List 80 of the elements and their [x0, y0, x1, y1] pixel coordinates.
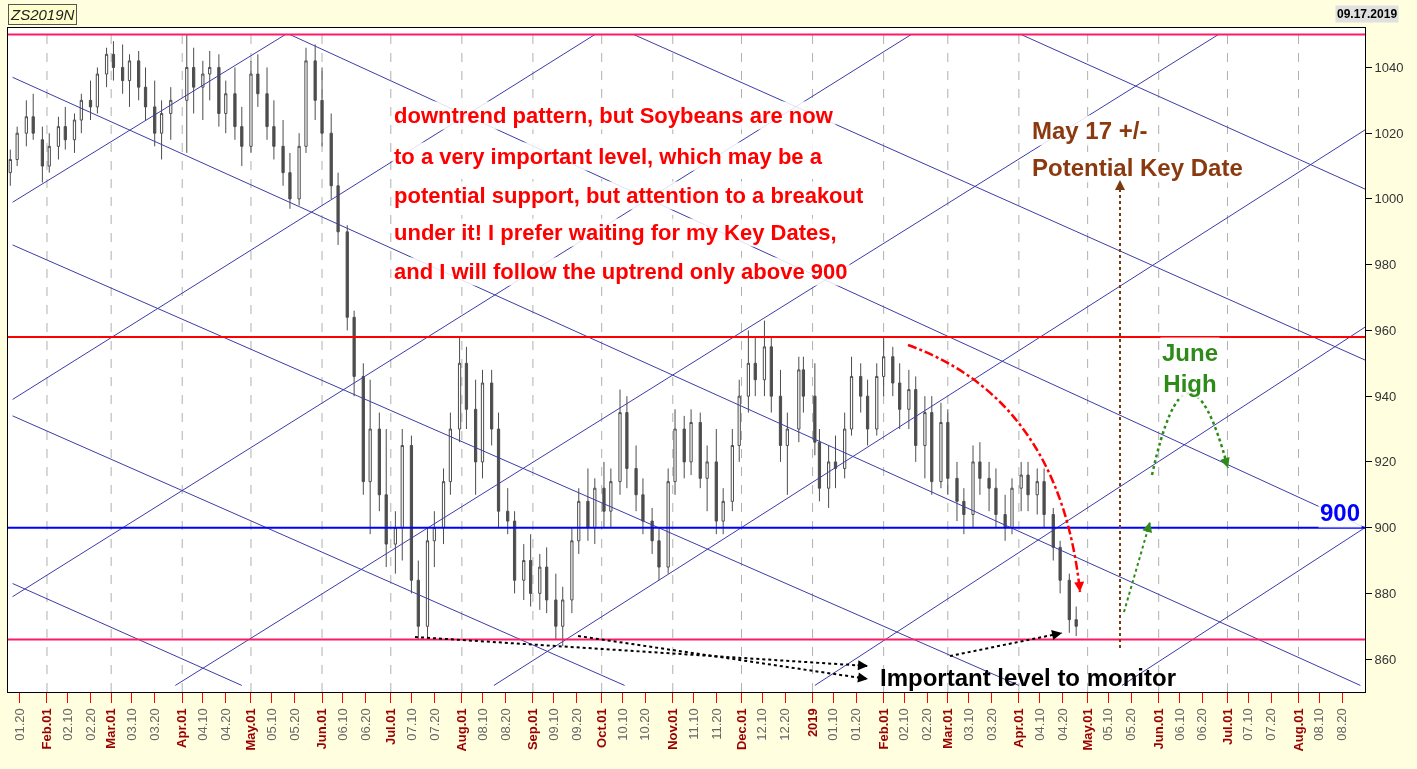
x-tick-label: 11.10	[685, 708, 701, 740]
x-tick-label: May.01	[1079, 708, 1095, 751]
x-tick-label: 2019	[804, 708, 820, 738]
x-tick-label: 10.20	[637, 708, 653, 741]
x-tick-label: Apr.01	[1011, 708, 1027, 748]
x-tick-label: 05.20	[286, 708, 302, 741]
x-tick-label: Dec.01	[733, 708, 749, 751]
x-tick-label: 04.10	[195, 708, 211, 741]
x-tick-label: 07.10	[1240, 708, 1256, 741]
y-tick-label: 860	[1374, 651, 1397, 667]
x-tick-label: Jun.01	[314, 708, 330, 750]
x-tick-label: 02.20	[82, 708, 98, 741]
annotation: May 17 +/-	[1032, 117, 1148, 144]
x-tick-label: 06.10	[334, 708, 350, 741]
x-tick-label: 05.20	[1123, 708, 1139, 741]
x-tick-label: 02.20	[919, 708, 935, 741]
y-tick-label: 880	[1374, 585, 1397, 601]
x-tick-label: 07.10	[403, 708, 419, 741]
x-tick-label: Apr.01	[174, 708, 190, 748]
annotation: under it! I prefer waiting for my Key Dates,	[394, 220, 837, 245]
x-tick-label: 11.20	[708, 708, 724, 740]
ref-line-label: 900	[1320, 499, 1361, 526]
y-tick-label: 980	[1374, 257, 1397, 273]
text: 09.17.2019	[1337, 7, 1398, 21]
y-tick-label: 1040	[1374, 60, 1404, 75]
annotation: and I will follow the uptrend only above 900	[394, 259, 848, 284]
y-tick-label: 900	[1374, 520, 1397, 536]
x-tick-label: Nov.01	[664, 708, 680, 750]
y-tick-label: 1000	[1374, 191, 1404, 207]
x-tick-label: 01.20	[11, 708, 27, 741]
annotation: Potential Key Date	[1032, 154, 1243, 181]
x-tick-label: 12.20	[777, 708, 793, 741]
x-tick-label: 10.10	[614, 708, 630, 741]
x-tick-label: 03.10	[124, 708, 140, 741]
x-tick-label: May.01	[243, 708, 259, 751]
x-tick-label: 08.10	[474, 708, 490, 741]
x-tick-label: 04.20	[217, 708, 233, 741]
annotation: to a very important level, which may be a	[394, 144, 823, 169]
x-tick-label: 03.20	[146, 708, 162, 741]
x-tick-label: 01.20	[848, 708, 864, 741]
x-tick-label: Mar.01	[103, 708, 119, 749]
x-tick-label: 08.20	[1334, 708, 1350, 741]
chart-title: ZS2019N	[10, 6, 75, 23]
x-tick-label: Jul.01	[1219, 708, 1235, 746]
x-tick-label: 07.20	[426, 708, 442, 741]
x-tick-label: 06.20	[1194, 708, 1210, 741]
x-tick-label: 03.10	[960, 708, 976, 741]
y-tick-label: 940	[1374, 388, 1397, 404]
x-tick-label: 02.10	[59, 708, 75, 741]
annotation: June High	[1162, 339, 1219, 398]
x-tick-label: 06.10	[1171, 708, 1187, 741]
x-tick-label: Jul.01	[383, 708, 399, 746]
x-tick-label: 09.10	[545, 708, 561, 741]
x-tick-label: Aug.01	[454, 708, 470, 752]
x-tick-label: 04.20	[1054, 708, 1070, 741]
x-tick-label: 01.10	[825, 708, 841, 741]
x-tick-label: 12.10	[754, 708, 770, 741]
x-tick-label: Mar.01	[940, 708, 956, 749]
x-tick-label: Sep.01	[525, 708, 541, 751]
y-tick-label: 960	[1374, 322, 1397, 338]
x-tick-label: 07.20	[1263, 708, 1279, 741]
x-tick-label: 03.20	[983, 708, 999, 741]
x-tick-label: 05.10	[263, 708, 279, 741]
x-tick-label: 09.20	[568, 708, 584, 741]
annotation: downtrend pattern, but Soybeans are now	[394, 103, 834, 128]
x-tick-label: 05.10	[1100, 708, 1116, 741]
x-tick-label: Feb.01	[39, 708, 55, 750]
y-tick-label: 1020	[1374, 125, 1404, 141]
x-tick-label: Aug.01	[1290, 708, 1306, 752]
annotation: Important level to monitor	[880, 664, 1177, 691]
x-tick-label: 02.10	[896, 708, 912, 741]
annotation: potential support, but attention to a breakout	[394, 183, 864, 208]
x-tick-label: Oct.01	[593, 708, 609, 748]
x-tick-label: Feb.01	[875, 708, 891, 750]
x-tick-label: 04.10	[1031, 708, 1047, 741]
x-tick-label: 06.20	[357, 708, 373, 741]
x-tick-label: Jun.01	[1150, 708, 1166, 750]
x-tick-label: 08.20	[497, 708, 513, 741]
x-tick-label: 08.10	[1311, 708, 1327, 741]
y-tick-label: 920	[1374, 454, 1397, 470]
